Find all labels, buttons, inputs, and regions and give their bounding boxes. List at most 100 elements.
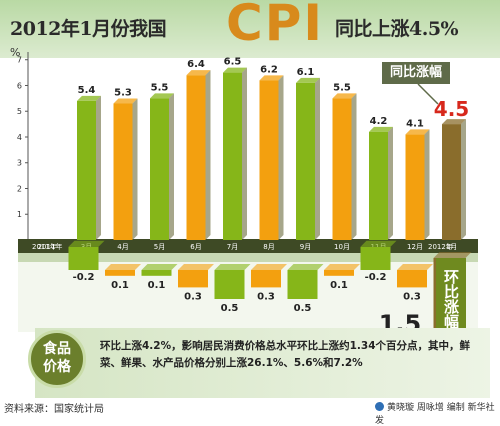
yoy-legend-pointer	[417, 83, 439, 105]
y-tick-label-7: 7	[17, 56, 22, 65]
mom-bar-9	[360, 246, 391, 270]
yoy-bar-7	[296, 82, 315, 240]
mom-bar-top-3	[141, 264, 178, 270]
mom-bar-top-11	[433, 252, 472, 258]
x-tick-label-6: 8月	[263, 243, 274, 251]
x-tick-label-10: 12月	[407, 243, 423, 251]
yoy-legend-label: 同比涨幅	[382, 62, 450, 84]
yoy-value-label-3: 5.5	[151, 82, 169, 93]
yoy-bar-4	[186, 75, 206, 240]
mom-bar-top-5	[214, 264, 251, 270]
title-banner: 2012年1月份我国 CPI 同比上涨4.5%	[0, 0, 500, 58]
food-note-text: 环比上涨4.2%，影响居民消费价格总水平环比上涨约1.34个百分点，其中，鲜菜、…	[100, 340, 471, 369]
mom-value-label-5: 0.5	[221, 303, 239, 314]
y-tick-label-4: 4	[17, 133, 22, 142]
y-tick-label-2: 2	[17, 184, 22, 193]
yoy-bar-top-4	[186, 70, 211, 76]
yoy-bar-side-7	[315, 77, 320, 240]
yoy-bar-6	[259, 80, 279, 240]
yoy-bar-side-10	[424, 129, 430, 240]
yoy-value-label-4: 6.4	[187, 59, 205, 70]
yoy-bar-side-4	[205, 70, 211, 240]
mom-bar-7	[287, 270, 318, 299]
source-text: 资料来源：国家统计局	[4, 404, 104, 415]
yoy-bar-side-6	[278, 75, 284, 240]
x-tick-label-11: 1月	[446, 243, 457, 251]
year-2012-label: 2012年	[428, 242, 453, 251]
yoy-value-label-2: 5.3	[114, 88, 132, 99]
yoy-bar-top-2	[113, 98, 138, 104]
mom-bar-1	[68, 246, 99, 270]
yoy-bar-2	[113, 103, 133, 240]
yoy-bar-top-5	[223, 67, 247, 73]
yoy-value-label-6: 6.2	[260, 64, 278, 75]
mom-bar-6	[251, 270, 281, 288]
mom-value-label-9: -0.2	[365, 272, 387, 283]
yoy-bar-side-9	[388, 126, 393, 240]
title-cpi: CPI	[226, 0, 324, 52]
yoy-value-label-11: 4.5	[434, 97, 469, 121]
yoy-bar-side-3	[169, 93, 174, 240]
yoy-value-label-9: 4.2	[370, 116, 388, 127]
food-price-badge: 食品 价格	[28, 330, 86, 388]
mom-bar-top-8	[324, 264, 360, 270]
yoy-bar-side-11	[461, 119, 466, 240]
mom-bar-2	[105, 270, 135, 276]
year-2011-label: 2011年	[32, 242, 57, 251]
mom-value-label-8: 0.1	[330, 280, 348, 291]
yoy-bar-3	[150, 98, 169, 240]
x-tick-label-7: 9月	[300, 243, 311, 251]
y-tick-label-5: 5	[17, 107, 22, 116]
y-axis-unit: %	[10, 46, 21, 59]
y-tick-label-3: 3	[17, 159, 22, 168]
x-tick-label-4: 6月	[190, 243, 201, 251]
y-tick-label-6: 6	[17, 81, 22, 90]
mom-bar-8	[324, 270, 354, 276]
yoy-bar-9	[369, 131, 388, 240]
title-prefix: 2012年1月份我国	[10, 18, 167, 40]
mom-bar-top-4	[178, 264, 214, 270]
yoy-bar-top-9	[369, 126, 393, 132]
x-tick-label-2: 4月	[117, 243, 128, 251]
yoy-value-label-1: 5.4	[78, 85, 96, 96]
yoy-value-label-7: 6.1	[297, 67, 315, 78]
mom-bar-4	[178, 270, 208, 288]
yoy-bar-1	[77, 100, 96, 240]
yoy-bar-5	[223, 72, 242, 240]
yoy-value-label-8: 5.5	[333, 82, 351, 93]
yoy-bar-8	[332, 98, 352, 240]
yoy-bar-top-10	[405, 129, 430, 135]
mom-bar-top-1	[68, 240, 105, 247]
yoy-bar-side-5	[242, 67, 247, 240]
mom-value-label-10: 0.3	[403, 291, 421, 302]
mom-bar-top-9	[360, 240, 397, 247]
yoy-bar-top-7	[296, 77, 320, 83]
mom-bar-top-6	[251, 264, 287, 270]
food-badge-line1: 食品	[43, 341, 71, 357]
title-suffix: 同比上涨4.5%	[335, 18, 459, 40]
xinhua-logo-icon	[375, 402, 384, 411]
mom-value-label-1: -0.2	[73, 272, 95, 283]
mom-bar-top-7	[287, 264, 324, 270]
yoy-value-label-5: 6.5	[224, 57, 242, 68]
mom-value-label-3: 0.1	[148, 280, 166, 291]
mom-bar-5	[214, 270, 245, 299]
mom-bar-top-10	[397, 264, 433, 270]
mom-bar-3	[141, 270, 172, 276]
yoy-bar-top-11	[442, 119, 466, 125]
mom-bar-10	[397, 270, 427, 288]
mom-legend-label: 环比涨幅	[436, 258, 466, 340]
mom-value-label-7: 0.5	[294, 303, 312, 314]
mom-value-label-4: 0.3	[184, 291, 202, 302]
x-tick-label-3: 5月	[154, 243, 165, 251]
yoy-bar-side-1	[96, 95, 101, 240]
x-tick-label-5: 7月	[227, 243, 238, 251]
yoy-bar-top-1	[77, 95, 101, 101]
mom-value-label-6: 0.3	[257, 291, 275, 302]
credit-text: 黄晓璇 周咏增 编制 新华社发	[375, 403, 495, 426]
yoy-bar-top-3	[150, 93, 174, 99]
x-tick-label-8: 10月	[334, 243, 350, 251]
yoy-bar-side-2	[132, 98, 138, 240]
yoy-bar-10	[405, 134, 425, 240]
